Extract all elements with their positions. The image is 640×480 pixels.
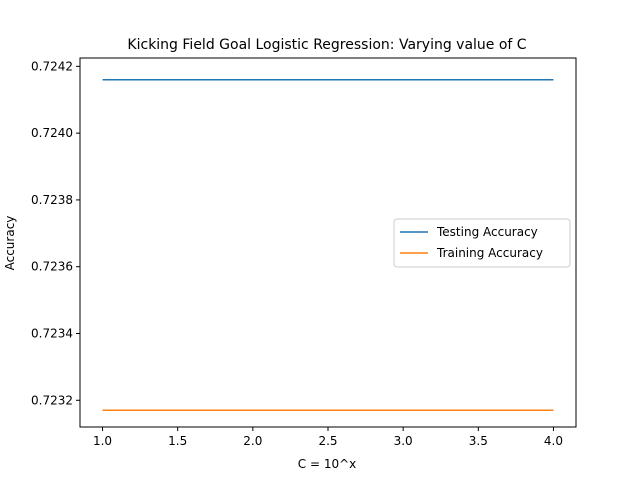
y-tick-label: 0.7232 bbox=[31, 393, 73, 407]
x-tick-label: 4.0 bbox=[544, 434, 563, 448]
x-tick-label: 2.5 bbox=[318, 434, 337, 448]
x-tick-label: 3.5 bbox=[469, 434, 488, 448]
x-tick-label: 2.0 bbox=[243, 434, 262, 448]
series-lines bbox=[102, 78, 554, 412]
x-axis: 1.0 1.5 2.0 2.5 3.0 3.5 4.0 bbox=[93, 427, 563, 448]
y-tick-label: 0.7238 bbox=[31, 193, 73, 207]
y-tick-label: 0.7234 bbox=[31, 326, 73, 340]
x-tick-label: 1.5 bbox=[168, 434, 187, 448]
x-axis-label: C = 10^x bbox=[298, 457, 357, 471]
legend-box bbox=[393, 218, 571, 268]
legend: Testing Accuracy Training Accuracy bbox=[393, 218, 571, 268]
y-tick-label: 0.7240 bbox=[31, 126, 73, 140]
y-tick-label: 0.7236 bbox=[31, 260, 73, 274]
legend-label: Testing Accuracy bbox=[436, 225, 538, 239]
y-axis: 0.7232 0.7234 0.7236 0.7238 0.7240 0.7242 bbox=[31, 59, 80, 407]
x-tick-label: 3.0 bbox=[394, 434, 413, 448]
chart-title: Kicking Field Goal Logistic Regression: … bbox=[127, 37, 526, 53]
x-tick-label: 1.0 bbox=[93, 434, 112, 448]
y-axis-label: Accuracy bbox=[3, 216, 17, 271]
y-tick-label: 0.7242 bbox=[31, 59, 73, 73]
legend-label: Training Accuracy bbox=[436, 246, 543, 260]
